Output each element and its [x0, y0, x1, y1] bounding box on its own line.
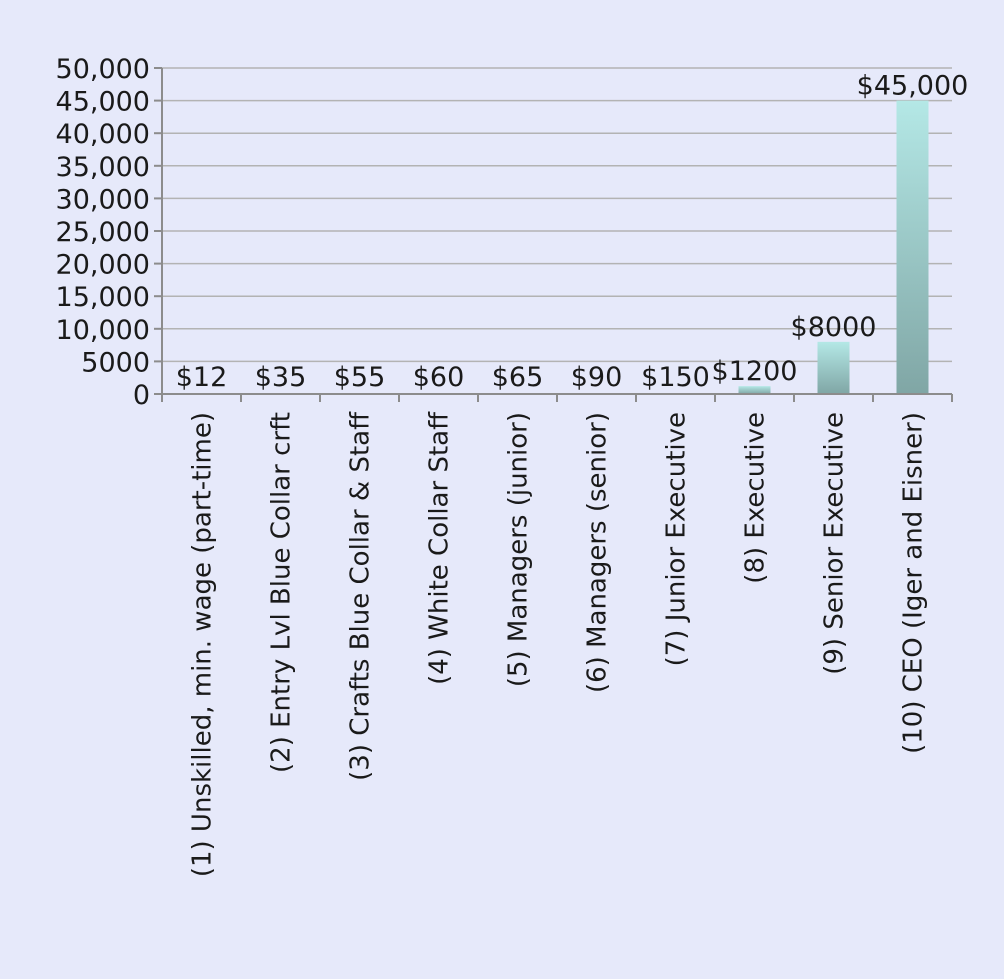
y-tick-label: 20,000 — [56, 250, 150, 281]
y-tick-label: 45,000 — [56, 87, 150, 118]
data-label: $150 — [641, 362, 710, 393]
x-tick-label: (6) Managers (senior) — [583, 412, 613, 693]
y-tick-label: 50,000 — [56, 54, 150, 85]
bars — [185, 100, 929, 394]
x-tick-label: (9) Senior Executive — [820, 412, 850, 675]
data-label: $55 — [334, 362, 386, 393]
y-tick-label: 0 — [133, 380, 150, 411]
y-tick-label: 30,000 — [56, 184, 150, 215]
y-tick-label: 5000 — [81, 347, 150, 378]
y-tick-label: 40,000 — [56, 119, 150, 150]
y-tick-label: 15,000 — [56, 282, 150, 313]
gridlines — [162, 67, 952, 363]
data-label: $1200 — [712, 356, 798, 387]
x-tick-label: (10) CEO (Iger and Eisner) — [899, 412, 929, 754]
y-tick-label: 10,000 — [56, 315, 150, 346]
axes — [154, 67, 953, 402]
data-label: $35 — [255, 362, 307, 393]
data-label: $8000 — [791, 312, 877, 343]
bar — [738, 386, 771, 394]
y-tick-label: 35,000 — [56, 152, 150, 183]
data-label: $65 — [492, 362, 544, 393]
x-tick-label: (8) Executive — [741, 412, 771, 584]
x-tick-label: (3) Crafts Blue Collar & Staff — [346, 411, 376, 781]
data-label: $12 — [176, 362, 228, 393]
data-label: $60 — [413, 362, 465, 393]
data-label: $90 — [571, 362, 623, 393]
bar — [817, 341, 850, 394]
x-tick-label: (4) White Collar Staff — [425, 411, 455, 685]
x-tick-labels: (1) Unskilled, min. wage (part-time) (2) … — [188, 411, 929, 877]
y-tick-labels: 0500010,00015,00020,00025,00030,00035,00… — [56, 54, 150, 411]
y-tick-label: 25,000 — [56, 217, 150, 248]
bar — [896, 100, 929, 394]
x-tick-label: (5) Managers (junior) — [504, 412, 534, 687]
x-tick-label: (1) Unskilled, min. wage (part-time) — [188, 412, 218, 877]
x-tick-label: (2) Entry Lvl Blue Collar crft — [267, 412, 297, 773]
x-tick-label: (7) Junior Executive — [662, 412, 692, 666]
data-labels: $12 $35 $55 $60 $65 $90 $150 $1200 $8000 $45,000 — [176, 71, 969, 393]
data-label: $45,000 — [857, 71, 969, 102]
